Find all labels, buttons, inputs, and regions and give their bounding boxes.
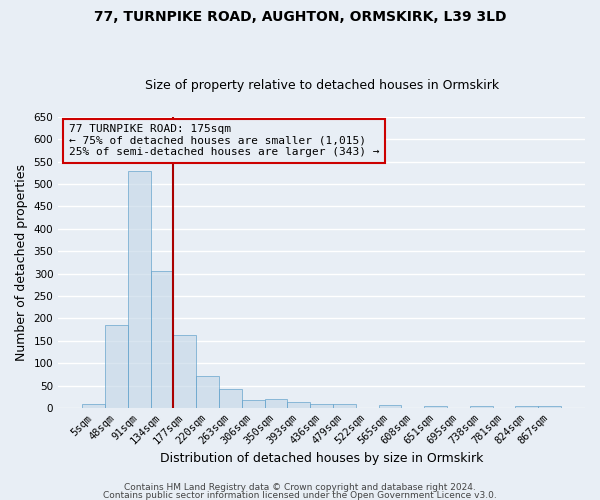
Text: 77 TURNPIKE ROAD: 175sqm
← 75% of detached houses are smaller (1,015)
25% of sem: 77 TURNPIKE ROAD: 175sqm ← 75% of detach… <box>69 124 379 158</box>
Bar <box>242 400 265 408</box>
Bar <box>105 325 128 408</box>
Y-axis label: Number of detached properties: Number of detached properties <box>15 164 28 361</box>
Bar <box>265 400 287 408</box>
Bar <box>219 389 242 408</box>
Bar <box>287 402 310 408</box>
Bar <box>310 404 333 408</box>
X-axis label: Distribution of detached houses by size in Ormskirk: Distribution of detached houses by size … <box>160 452 483 465</box>
Bar <box>470 406 493 408</box>
Bar <box>515 406 538 408</box>
Bar <box>82 404 105 408</box>
Bar <box>333 404 356 408</box>
Text: 77, TURNPIKE ROAD, AUGHTON, ORMSKIRK, L39 3LD: 77, TURNPIKE ROAD, AUGHTON, ORMSKIRK, L3… <box>94 10 506 24</box>
Bar <box>424 406 447 408</box>
Text: Contains HM Land Registry data © Crown copyright and database right 2024.: Contains HM Land Registry data © Crown c… <box>124 484 476 492</box>
Bar <box>379 405 401 408</box>
Bar <box>128 170 151 408</box>
Text: Contains public sector information licensed under the Open Government Licence v3: Contains public sector information licen… <box>103 490 497 500</box>
Title: Size of property relative to detached houses in Ormskirk: Size of property relative to detached ho… <box>145 79 499 92</box>
Bar <box>196 376 219 408</box>
Bar <box>151 272 173 408</box>
Bar <box>173 335 196 408</box>
Bar <box>538 406 561 408</box>
